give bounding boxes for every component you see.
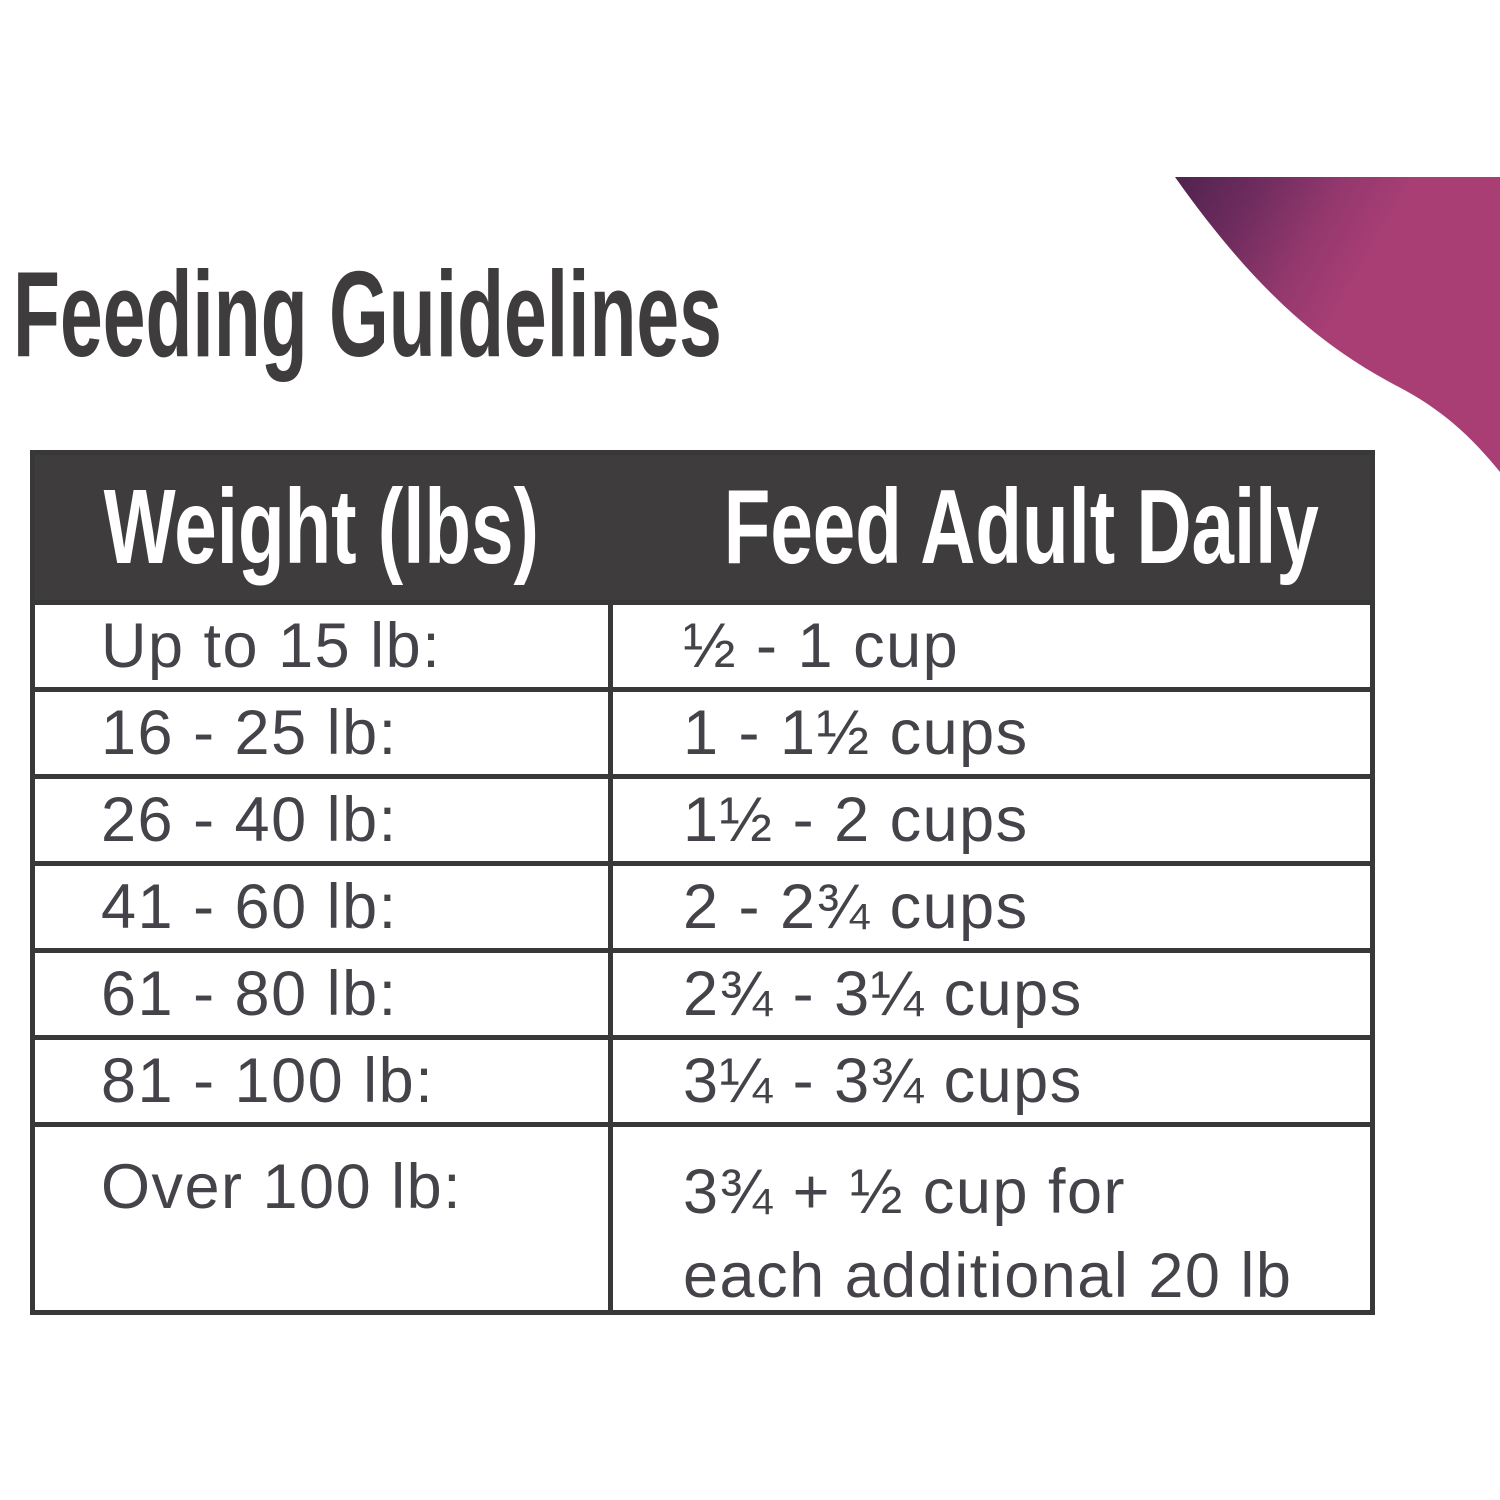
- corner-swoosh-decoration: [1175, 177, 1500, 472]
- feed-cell: 1½ - 2 cups: [608, 779, 1370, 861]
- page-title: Feeding Guidelines: [13, 246, 722, 382]
- table-header-row: Weight (lbs) Feed Adult Daily: [35, 455, 1370, 600]
- feeding-table: Weight (lbs) Feed Adult Daily Up to 15 l…: [30, 450, 1375, 1315]
- table-row: 16 - 25 lb: 1 - 1½ cups: [35, 687, 1370, 774]
- feed-column-header: Feed Adult Daily: [608, 455, 1435, 600]
- feed-line-2: each additional 20 lb: [683, 1240, 1293, 1311]
- weight-cell: Over 100 lb:: [101, 1152, 463, 1222]
- feed-cell: 2¾ - 3¼ cups: [608, 953, 1370, 1035]
- weight-cell: 81 - 100 lb:: [101, 1046, 435, 1116]
- swoosh-shape: [1175, 177, 1500, 472]
- feed-cell: 3¼ - 3¾ cups: [608, 1040, 1370, 1122]
- weight-column-header-label: Weight (lbs): [103, 468, 540, 586]
- feed-cell: 2 - 2¾ cups: [608, 866, 1370, 948]
- weight-cell: 26 - 40 lb:: [101, 785, 398, 855]
- feed-line-1: 3¾ + ½ cup for: [683, 1157, 1127, 1227]
- table-row: Over 100 lb: 3¾ + ½ cup for each additio…: [35, 1122, 1370, 1311]
- table-row: 81 - 100 lb: 3¼ - 3¾ cups: [35, 1035, 1370, 1122]
- weight-cell: Up to 15 lb:: [101, 611, 442, 681]
- table-row: Up to 15 lb: ½ - 1 cup: [35, 600, 1370, 687]
- feed-column-header-label: Feed Adult Daily: [723, 468, 1319, 586]
- weight-cell: 41 - 60 lb:: [101, 872, 398, 942]
- feed-cell: 3¾ + ½ cup for each additional 20 lb: [608, 1127, 1370, 1311]
- feed-cell: ½ - 1 cup: [608, 605, 1370, 687]
- weight-cell: 16 - 25 lb:: [101, 698, 398, 768]
- weight-cell: 61 - 80 lb:: [101, 959, 398, 1029]
- feed-cell: 1 - 1½ cups: [608, 692, 1370, 774]
- table-row: 41 - 60 lb: 2 - 2¾ cups: [35, 861, 1370, 948]
- table-row: 61 - 80 lb: 2¾ - 3¼ cups: [35, 948, 1370, 1035]
- table-row: 26 - 40 lb: 1½ - 2 cups: [35, 774, 1370, 861]
- weight-column-header: Weight (lbs): [35, 455, 608, 600]
